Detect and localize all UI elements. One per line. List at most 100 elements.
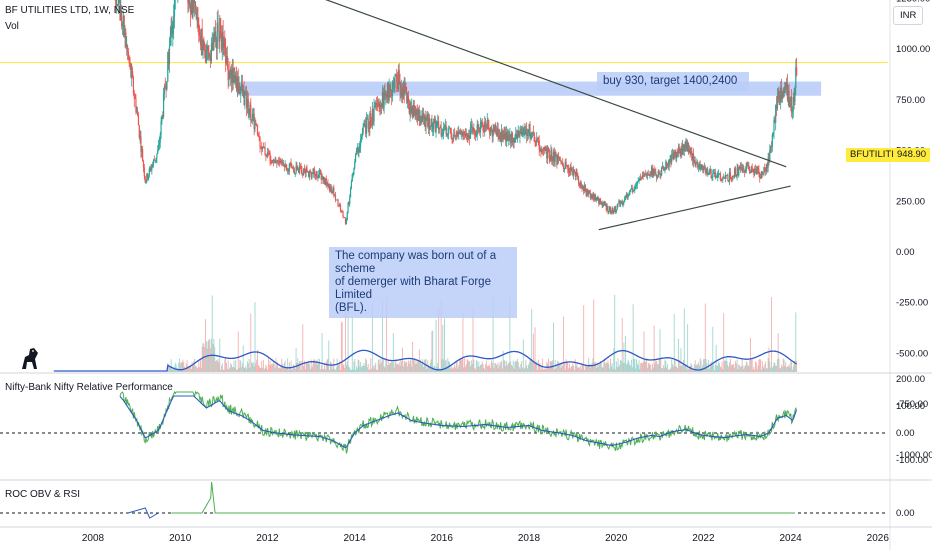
candle-body <box>495 131 498 135</box>
candle-body <box>236 77 238 90</box>
candle-body <box>342 211 344 217</box>
candle-body <box>771 134 773 147</box>
candle-body <box>747 165 749 167</box>
candle-body <box>130 64 132 78</box>
candle-body <box>660 173 662 176</box>
candle-body <box>258 135 260 137</box>
candle-body <box>218 31 220 42</box>
candle-body <box>575 172 577 177</box>
candle-body <box>196 17 198 19</box>
candle-body <box>786 83 789 100</box>
candle-body <box>305 167 307 174</box>
candle-body <box>407 96 410 102</box>
candle-body <box>641 175 643 179</box>
candle-body <box>485 127 488 129</box>
candle-body <box>729 172 731 179</box>
candle-body <box>343 216 345 218</box>
candle-body <box>789 104 791 107</box>
candle-body <box>741 168 743 170</box>
candle-body <box>442 133 444 135</box>
candle-body <box>338 204 340 206</box>
candle-body <box>360 136 363 139</box>
candle-body <box>505 131 508 142</box>
company-note: The company was born out of a scheme of … <box>329 247 517 318</box>
symbol-price-tag: BFUTILITIE <box>846 148 905 162</box>
rsi-line <box>127 507 159 519</box>
candle-body <box>279 161 281 164</box>
candle-body <box>389 86 391 92</box>
candle-body <box>146 173 148 182</box>
candle-body <box>774 119 776 124</box>
candle-body <box>370 124 373 126</box>
candle-body <box>654 171 656 173</box>
candle-body <box>477 124 479 129</box>
price-tick-label: -1000.00 <box>896 450 932 461</box>
candle-body <box>134 98 136 99</box>
candle-body <box>435 124 437 132</box>
candle-body <box>159 134 161 143</box>
candle-body <box>137 115 140 126</box>
candle-body <box>422 112 425 120</box>
candle-body <box>395 74 397 76</box>
candle-body <box>779 91 781 102</box>
candle-body <box>443 127 445 134</box>
candle-body <box>589 193 591 199</box>
candle-body <box>117 0 119 6</box>
candle-body <box>145 181 147 183</box>
candle-body <box>460 131 462 135</box>
candle-body <box>620 200 622 203</box>
candle-body <box>197 17 199 27</box>
candle-body <box>733 168 736 178</box>
candle-body <box>640 178 643 179</box>
candle-body <box>702 165 704 171</box>
candle-body <box>671 154 673 163</box>
price-tick-label: -250.00 <box>896 298 928 309</box>
candle-body <box>215 39 218 49</box>
candle-body <box>408 101 410 114</box>
candle-body <box>622 202 624 205</box>
candle-body <box>225 56 228 64</box>
candle-body <box>621 200 623 205</box>
candle-body <box>414 109 416 116</box>
candle-body <box>269 153 271 162</box>
candle-body <box>470 124 472 127</box>
candle-body <box>550 150 552 161</box>
candle-body <box>259 136 261 147</box>
candle-body <box>359 146 361 150</box>
candle-body <box>437 121 439 123</box>
candle-body <box>277 160 279 163</box>
candle-body <box>226 56 228 65</box>
candle-body <box>638 180 640 182</box>
candle-body <box>540 150 542 152</box>
candle-body <box>510 133 513 143</box>
candle-body <box>590 195 592 199</box>
candle-body <box>446 134 448 135</box>
candle-body <box>692 153 694 160</box>
candle-body <box>483 131 485 133</box>
candle-body <box>750 166 752 173</box>
currency-button[interactable]: INR <box>893 6 924 25</box>
candle-body <box>645 174 648 176</box>
candle-body <box>199 35 202 45</box>
candle-body <box>355 150 358 155</box>
candle-body <box>713 172 716 173</box>
candle-body <box>290 162 292 166</box>
candle-body <box>363 124 365 127</box>
candle-body <box>429 126 431 130</box>
candle-body <box>677 146 680 154</box>
candle-body <box>594 194 597 200</box>
candle-body <box>796 67 798 76</box>
candle-body <box>633 190 635 192</box>
candle-body <box>120 9 122 21</box>
candle-body <box>261 147 263 150</box>
candle-body <box>438 121 440 130</box>
candle-body <box>569 166 571 173</box>
candle-body <box>131 71 134 78</box>
candle-body <box>568 172 571 174</box>
candle-body <box>723 177 726 179</box>
candle-body <box>235 75 237 83</box>
tradingview-logo-icon <box>18 345 48 371</box>
candle-body <box>411 106 413 113</box>
candle-body <box>566 165 568 166</box>
candle-body <box>544 147 546 149</box>
